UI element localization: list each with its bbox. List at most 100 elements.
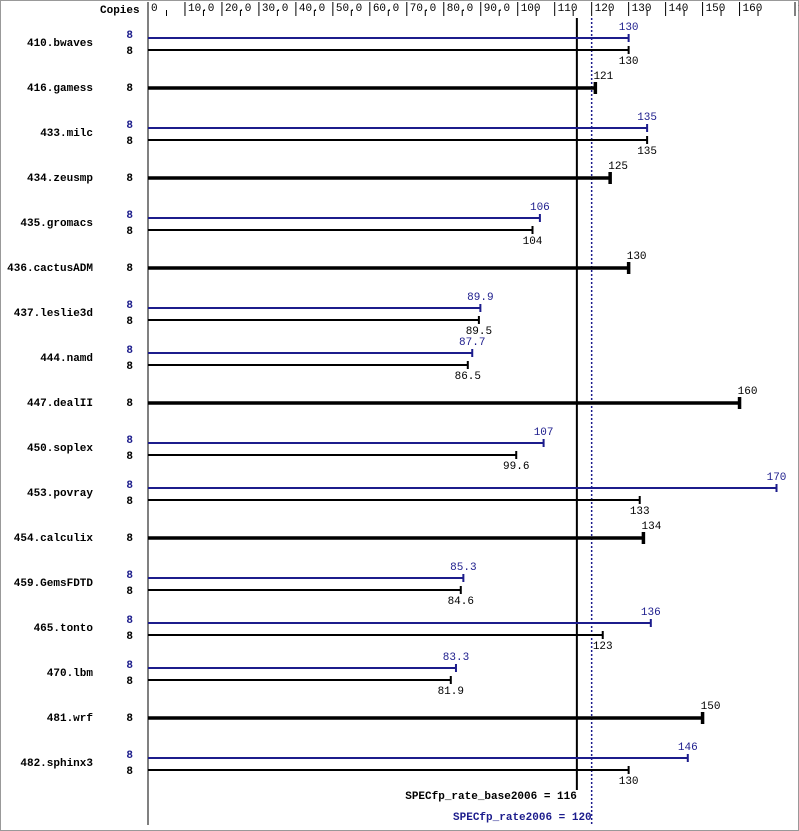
category-label: 436.cactusADM (7, 263, 93, 275)
copies-label: 8 (126, 398, 133, 410)
copies-label: 8 (126, 263, 133, 275)
copies-label: 8 (126, 713, 133, 725)
category-label: 447.dealII (27, 398, 93, 410)
bar (148, 361, 469, 369)
bar (148, 349, 474, 357)
copies-label: 8 (126, 766, 133, 778)
x-tick-label: 0 (151, 3, 158, 15)
bar (148, 34, 630, 42)
bar (148, 262, 631, 274)
bar (148, 676, 452, 684)
x-tick-label: 30.0 (262, 3, 288, 15)
value-label: 170 (767, 472, 787, 484)
copies-label: 8 (126, 496, 133, 508)
category-label: 435.gromacs (20, 218, 93, 230)
category-label: 453.povray (27, 488, 93, 500)
category-label: 481.wrf (47, 713, 94, 725)
bar (148, 316, 480, 324)
value-label: 125 (608, 161, 628, 173)
x-tick-label: 20.0 (225, 3, 251, 15)
x-tick-label: 80.0 (447, 3, 473, 15)
bar (148, 586, 462, 594)
value-label: 84.6 (448, 596, 474, 608)
x-tick-label: 40.0 (299, 3, 325, 15)
copies-label: 8 (126, 435, 133, 447)
reference-label: SPECfp_rate2006 = 120 (453, 812, 592, 824)
bar (148, 766, 630, 774)
axis-label: Copies (100, 5, 140, 17)
category-label: 433.milc (40, 128, 93, 140)
category-label: 450.soplex (27, 443, 93, 455)
bar (148, 226, 534, 234)
x-tick-label: 90.0 (484, 3, 510, 15)
bar (148, 214, 541, 222)
copies-label: 8 (126, 226, 133, 238)
value-label: 123 (593, 641, 613, 653)
bar (148, 484, 778, 492)
bar (148, 46, 630, 54)
value-label: 136 (641, 607, 661, 619)
copies-label: 8 (126, 83, 133, 95)
bar (148, 664, 457, 672)
copies-label: 8 (126, 570, 133, 582)
x-tick-label: 130 (632, 3, 652, 15)
value-label: 83.3 (443, 652, 469, 664)
x-tick-label: 100 (521, 3, 541, 15)
category-label: 416.gamess (27, 83, 93, 95)
value-label: 135 (637, 146, 657, 158)
category-label: 459.GemsFDTD (14, 578, 94, 590)
value-label: 81.9 (438, 686, 464, 698)
copies-label: 8 (126, 676, 133, 688)
category-label: 437.leslie3d (14, 308, 93, 320)
bar (148, 136, 649, 144)
x-tick-label: 140 (669, 3, 689, 15)
bar (148, 754, 689, 762)
bar (148, 631, 604, 639)
value-label: 146 (678, 742, 698, 754)
value-label: 106 (530, 202, 550, 214)
reference-label: SPECfp_rate_base2006 = 116 (405, 791, 577, 803)
value-label: 89.9 (467, 292, 493, 304)
copies-label: 8 (126, 631, 133, 643)
category-label: 434.zeusmp (27, 173, 93, 185)
value-label: 135 (637, 112, 657, 124)
category-label: 410.bwaves (27, 38, 93, 50)
bar (148, 124, 649, 132)
value-label: 160 (738, 386, 758, 398)
value-label: 133 (630, 506, 650, 518)
category-label: 454.calculix (14, 533, 94, 545)
bar (148, 82, 598, 94)
copies-label: 8 (126, 210, 133, 222)
value-label: 85.3 (450, 562, 476, 574)
value-label: 89.5 (466, 326, 492, 338)
x-tick-label: 120 (595, 3, 615, 15)
value-label: 104 (523, 236, 543, 248)
value-label: 150 (701, 701, 721, 713)
copies-label: 8 (126, 345, 133, 357)
x-tick-label: 160 (743, 3, 763, 15)
copies-label: 8 (126, 586, 133, 598)
x-tick-label: 150 (706, 3, 726, 15)
copies-label: 8 (126, 480, 133, 492)
copies-label: 8 (126, 750, 133, 762)
copies-label: 8 (126, 316, 133, 328)
bar (148, 304, 482, 312)
bar (148, 397, 742, 409)
value-label: 134 (642, 521, 662, 533)
value-label: 130 (619, 22, 639, 34)
value-label: 99.6 (503, 461, 529, 473)
copies-label: 8 (126, 46, 133, 58)
copies-label: 8 (126, 615, 133, 627)
copies-label: 8 (126, 533, 133, 545)
copies-label: 8 (126, 451, 133, 463)
copies-label: 8 (126, 30, 133, 42)
copies-label: 8 (126, 120, 133, 132)
copies-label: 8 (126, 173, 133, 185)
category-label: 465.tonto (34, 623, 94, 635)
x-tick-label: 110 (558, 3, 578, 15)
value-label: 107 (534, 427, 554, 439)
x-tick-label: 10.0 (188, 3, 214, 15)
value-label: 121 (593, 71, 613, 83)
